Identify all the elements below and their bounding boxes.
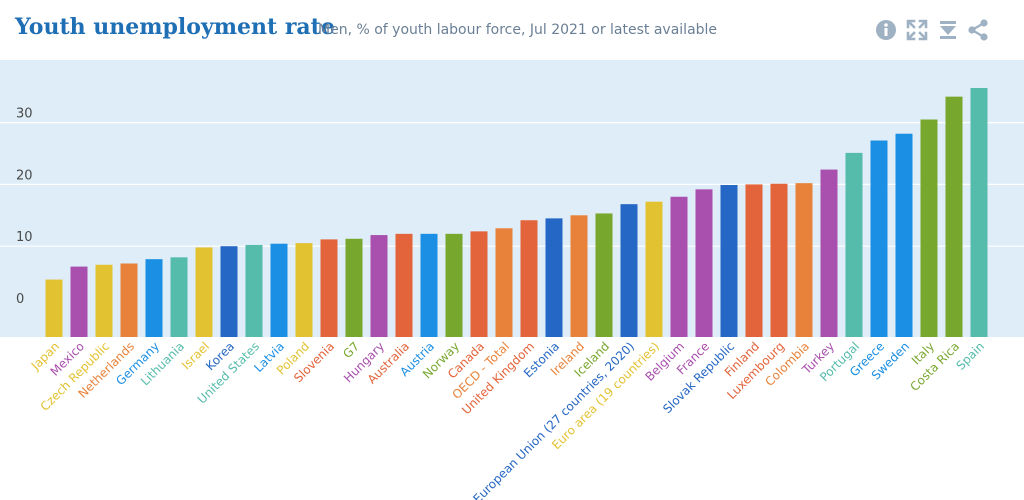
bar-korea[interactable] bbox=[220, 246, 238, 337]
bar-iceland[interactable] bbox=[595, 213, 613, 337]
info-icon[interactable] bbox=[874, 18, 898, 42]
y-axis-ticks: 0 10 20 30 bbox=[16, 107, 33, 307]
chart-title: Youth unemployment rate bbox=[15, 14, 335, 40]
bar-italy[interactable] bbox=[920, 119, 938, 337]
y-tick-label: 10 bbox=[16, 230, 33, 245]
share-icon[interactable] bbox=[966, 18, 990, 42]
bar-sweden[interactable] bbox=[895, 133, 913, 337]
bar-france[interactable] bbox=[695, 189, 713, 337]
chart-area: 0 10 20 30 Japan Mexico Czech Republic Netherl… bbox=[0, 60, 1024, 500]
bar-estonia[interactable] bbox=[545, 218, 563, 337]
bar-norway[interactable] bbox=[445, 233, 463, 337]
download-icon[interactable] bbox=[936, 18, 960, 42]
bar-colombia[interactable] bbox=[795, 183, 813, 337]
x-tick-label: Spain bbox=[954, 339, 988, 373]
bar-latvia[interactable] bbox=[270, 243, 288, 337]
y-tick-label: 0 bbox=[16, 292, 24, 307]
bar-lithuania[interactable] bbox=[170, 257, 188, 337]
bar-slovak-republic[interactable] bbox=[720, 185, 738, 337]
bar-germany[interactable] bbox=[145, 259, 163, 337]
bar-oecd-total[interactable] bbox=[495, 228, 513, 337]
bar-australia[interactable] bbox=[395, 233, 413, 337]
bar-austria[interactable] bbox=[420, 233, 438, 337]
bar-luxembourg[interactable] bbox=[770, 183, 788, 337]
bar-belgium[interactable] bbox=[670, 196, 688, 337]
bar-turkey[interactable] bbox=[820, 169, 838, 337]
bar-czech-republic[interactable] bbox=[95, 264, 113, 337]
bar-spain[interactable] bbox=[970, 87, 988, 337]
bar-euro-area-19-countries[interactable] bbox=[645, 201, 663, 337]
bar-united-states[interactable] bbox=[245, 244, 263, 337]
chart-subtitle: Men, % of youth labour force, Jul 2021 o… bbox=[318, 22, 718, 38]
bar-canada[interactable] bbox=[470, 231, 488, 337]
bar-slovenia[interactable] bbox=[320, 239, 338, 337]
bar-finland[interactable] bbox=[745, 184, 763, 337]
bar-costa-rica[interactable] bbox=[945, 96, 963, 337]
bar-israel[interactable] bbox=[195, 247, 213, 337]
bar-united-kingdom[interactable] bbox=[520, 220, 538, 337]
bar-mexico[interactable] bbox=[70, 266, 88, 337]
bar-european-union-27-countries-2020[interactable] bbox=[620, 204, 638, 337]
bar-hungary[interactable] bbox=[370, 235, 388, 337]
bar-poland[interactable] bbox=[295, 243, 313, 337]
bar-portugal[interactable] bbox=[845, 152, 863, 337]
bar-greece[interactable] bbox=[870, 140, 888, 337]
bar-japan[interactable] bbox=[45, 279, 63, 337]
chart-header: Youth unemployment rate Men, % of youth … bbox=[0, 0, 1024, 60]
chart-toolbar bbox=[874, 18, 1004, 42]
bar-netherlands[interactable] bbox=[120, 263, 138, 337]
expand-icon[interactable] bbox=[905, 18, 929, 42]
y-tick-label: 20 bbox=[16, 168, 33, 183]
bar-g7[interactable] bbox=[345, 238, 363, 337]
y-tick-label: 30 bbox=[16, 107, 33, 122]
bars bbox=[45, 87, 988, 337]
bar-ireland[interactable] bbox=[570, 215, 588, 337]
